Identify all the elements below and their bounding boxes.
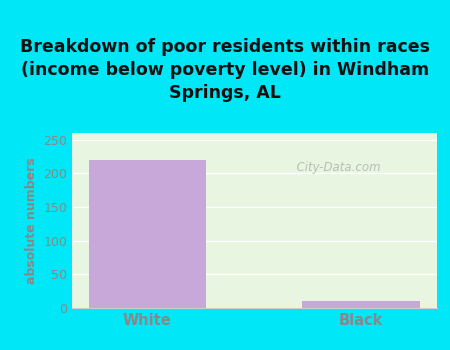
Text: City-Data.com: City-Data.com <box>288 161 380 175</box>
Bar <box>302 301 420 308</box>
Text: Breakdown of poor residents within races
(income below poverty level) in Windham: Breakdown of poor residents within races… <box>20 38 430 102</box>
Y-axis label: absolute numbers: absolute numbers <box>25 157 38 284</box>
Bar <box>89 160 206 308</box>
